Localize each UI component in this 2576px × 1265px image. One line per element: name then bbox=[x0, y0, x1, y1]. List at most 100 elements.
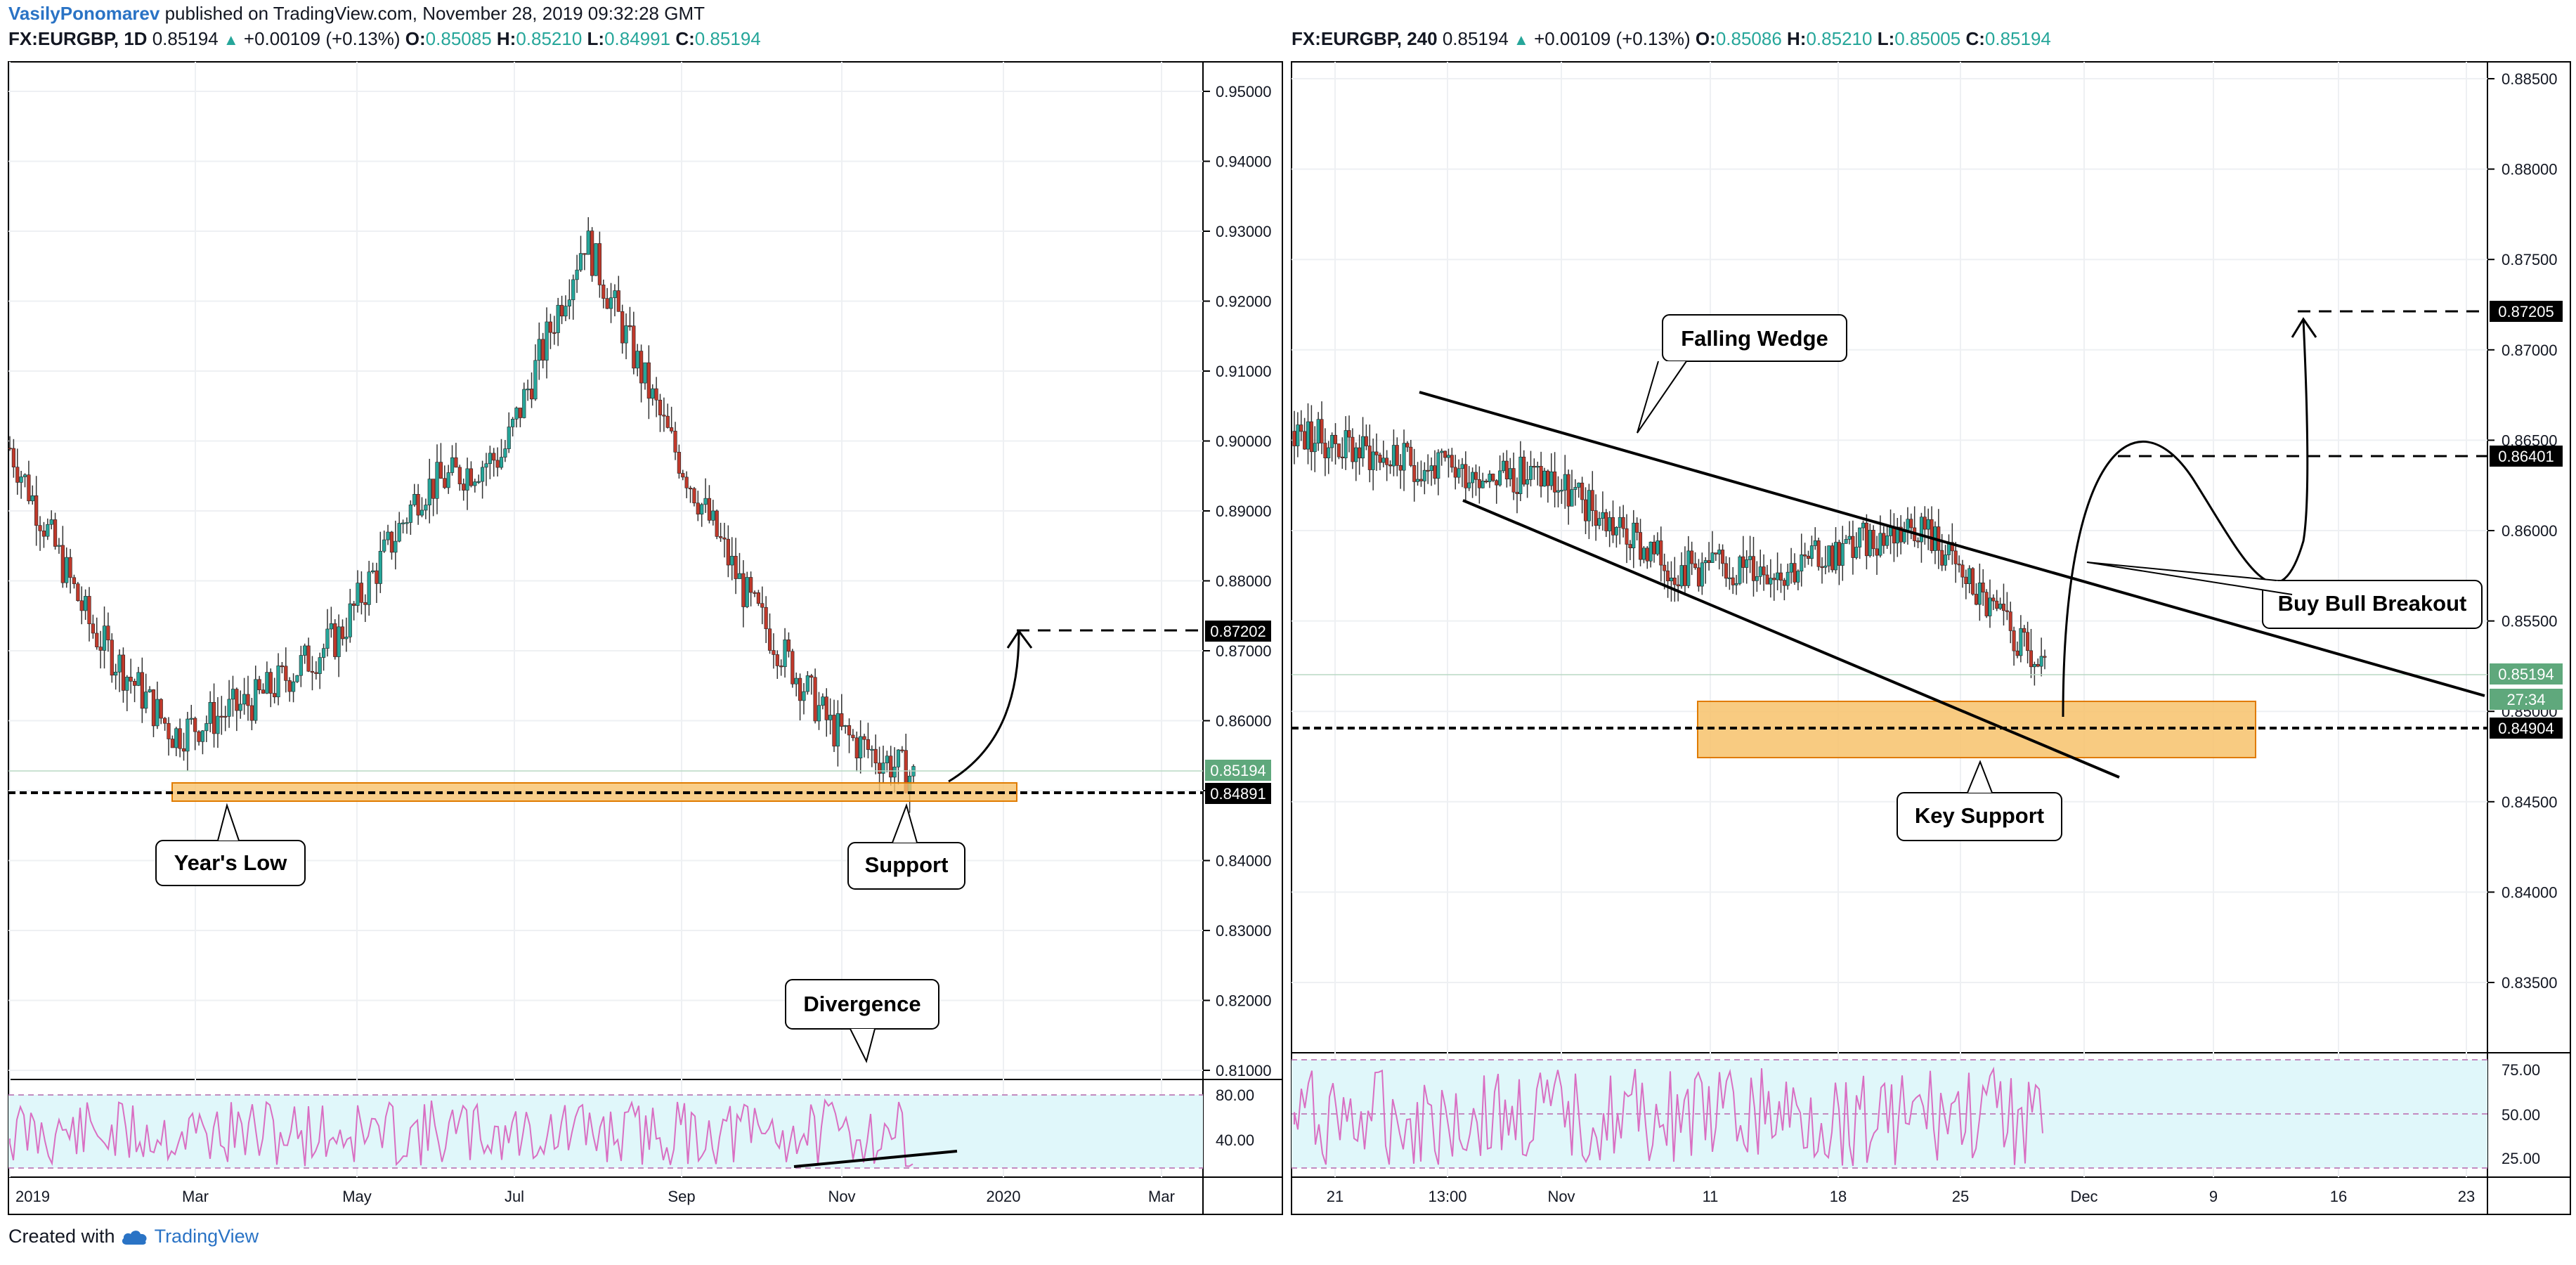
falling-wedge-label: Falling Wedge bbox=[1681, 326, 1828, 351]
left-candle bbox=[832, 715, 836, 747]
left-candle bbox=[170, 739, 174, 748]
wedge-upper-line[interactable] bbox=[1419, 391, 2485, 697]
left-candle bbox=[821, 696, 825, 706]
right-symbol[interactable]: FX:EURGBP, 240 bbox=[1292, 28, 1438, 49]
right-candle bbox=[1693, 563, 1698, 569]
right-candle bbox=[1391, 445, 1396, 467]
left-candle bbox=[756, 592, 760, 604]
right-chart-panel[interactable]: 0.885000.880000.875000.870000.865000.860… bbox=[1291, 61, 2571, 1215]
left-candle bbox=[333, 623, 337, 657]
left-candle bbox=[578, 253, 583, 271]
left-candle bbox=[405, 522, 409, 524]
left-candle bbox=[287, 680, 292, 692]
tradingview-link[interactable]: TradingView bbox=[154, 1226, 259, 1247]
right-candle bbox=[1731, 577, 1735, 585]
left-candle bbox=[545, 321, 549, 361]
right-candle bbox=[1412, 465, 1417, 482]
right-x-tick-label: Dec bbox=[2070, 1188, 2097, 1205]
left-candle bbox=[242, 694, 247, 705]
right-last-tag-bg bbox=[2490, 663, 2563, 685]
left-candle bbox=[265, 672, 269, 694]
left-candle bbox=[454, 457, 458, 468]
right-candle bbox=[1981, 582, 1985, 592]
right-close: 0.85194 bbox=[1984, 28, 2051, 49]
left-y-tick-label: 0.94000 bbox=[1216, 153, 1272, 171]
right-candle bbox=[1902, 531, 1906, 543]
right-last-tag[interactable]: 0.85194 bbox=[2490, 663, 2563, 685]
left-candle bbox=[295, 675, 299, 682]
right-candle bbox=[1800, 554, 1804, 572]
right-projection-path[interactable] bbox=[2062, 319, 2309, 718]
left-candle bbox=[840, 713, 844, 727]
support-callout[interactable]: Support bbox=[847, 803, 965, 890]
right-candle bbox=[1796, 571, 1800, 583]
right-candle bbox=[1703, 560, 1707, 564]
left-candle bbox=[216, 715, 220, 734]
left-candle bbox=[167, 722, 171, 739]
left-support-tag[interactable]: 0.84891 bbox=[1205, 783, 1271, 804]
divergence-callout[interactable]: Divergence bbox=[785, 979, 939, 1063]
wedge-lower-line[interactable] bbox=[1462, 499, 2120, 779]
right-candle bbox=[1594, 510, 1598, 526]
right-candle bbox=[1659, 540, 1663, 566]
right-candle bbox=[1495, 480, 1499, 486]
right-candle bbox=[1299, 424, 1303, 432]
left-candle bbox=[174, 728, 178, 748]
right-candle bbox=[1388, 464, 1393, 467]
right-candle bbox=[1663, 564, 1667, 571]
left-candle bbox=[775, 654, 779, 666]
right-candle bbox=[1580, 482, 1585, 500]
author-link[interactable]: VasilyPonomarev bbox=[8, 3, 160, 24]
left-candle bbox=[677, 452, 681, 474]
left-candle bbox=[57, 545, 61, 547]
right-support-tag-text: 0.84904 bbox=[2498, 720, 2554, 737]
left-candle bbox=[95, 632, 99, 647]
falling-wedge-callout[interactable]: Falling Wedge bbox=[1637, 314, 1847, 434]
left-projection-path[interactable] bbox=[948, 632, 1020, 783]
left-candle bbox=[646, 362, 651, 399]
left-candle bbox=[76, 583, 80, 602]
key-support-callout[interactable]: Key Support bbox=[1897, 760, 2062, 841]
left-candle bbox=[208, 702, 212, 724]
left-candle bbox=[597, 243, 601, 285]
right-open: 0.85086 bbox=[1715, 28, 1782, 49]
right-candle bbox=[1422, 469, 1426, 481]
right-candle bbox=[1669, 577, 1673, 582]
right-candle bbox=[1327, 447, 1331, 459]
right-support-tag[interactable]: 0.84904 bbox=[2490, 718, 2563, 739]
left-candle bbox=[419, 510, 424, 516]
left-candle bbox=[851, 734, 855, 739]
left-candle bbox=[533, 360, 538, 400]
left-target-tag[interactable]: 0.87202 bbox=[1205, 621, 1271, 642]
left-rsi-band bbox=[8, 1095, 1203, 1168]
left-divergence-line[interactable] bbox=[793, 1150, 958, 1168]
left-candle bbox=[106, 625, 110, 641]
left-candle bbox=[889, 755, 893, 778]
right-candle bbox=[1457, 468, 1461, 478]
right-candle bbox=[1971, 568, 1975, 595]
left-candle bbox=[337, 626, 341, 657]
right-y-tick-label: 0.86000 bbox=[2502, 522, 2558, 540]
right-candle bbox=[1381, 458, 1386, 463]
left-candle bbox=[204, 723, 209, 732]
right-candle bbox=[1827, 545, 1831, 566]
left-symbol[interactable]: FX:EURGBP, 1D bbox=[8, 28, 148, 49]
left-y-tick-label: 0.87000 bbox=[1216, 642, 1272, 660]
right-target2-tag[interactable]: 0.87205 bbox=[2490, 301, 2563, 322]
right-candle bbox=[1782, 580, 1786, 586]
left-candle bbox=[783, 640, 787, 668]
right-candle bbox=[1785, 571, 1790, 586]
right-candle bbox=[1892, 526, 1896, 544]
left-candle bbox=[495, 460, 500, 468]
left-candle bbox=[114, 671, 118, 676]
years-low-callout[interactable]: Year's Low bbox=[155, 803, 306, 886]
right-candle bbox=[1882, 533, 1886, 546]
right-candle bbox=[2039, 656, 2043, 667]
left-chart-panel[interactable]: 0.95000 0.94000 0.93000 0.92000 0.91000 0.900… bbox=[8, 61, 1283, 1215]
right-target1-tag[interactable]: 0.86401 bbox=[2490, 446, 2563, 467]
buy-bull-callout[interactable]: Buy Bull Breakout bbox=[2086, 562, 2483, 629]
right-candle bbox=[1765, 574, 1769, 585]
falling-wedge-box bbox=[1662, 314, 1847, 362]
left-last-tag[interactable]: 0.85194 bbox=[1205, 760, 1271, 781]
